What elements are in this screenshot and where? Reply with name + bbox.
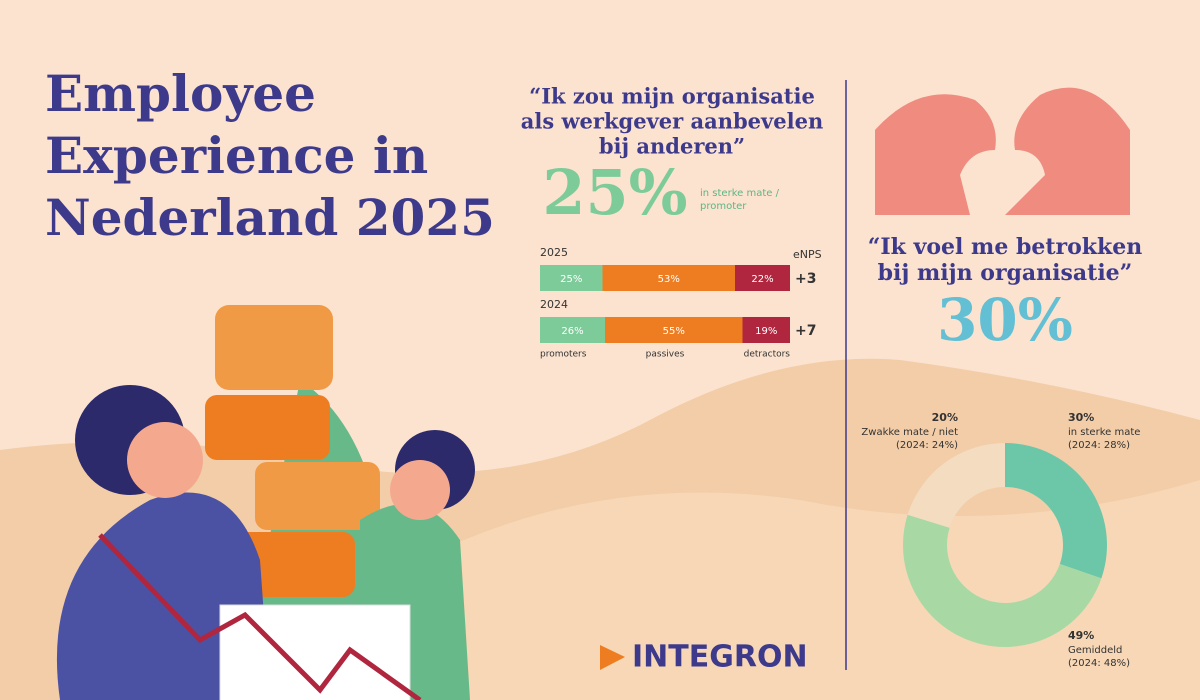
logo: INTEGRON <box>632 640 808 675</box>
bar-segment <box>540 317 605 343</box>
quote-line: “Ik voel me betrokken <box>868 234 1143 260</box>
enps-title: eNPS <box>793 248 822 261</box>
stat: 30% <box>937 286 1073 354</box>
bar-label: 22% <box>751 274 773 285</box>
enps-value: +7 <box>795 323 816 339</box>
figure-face <box>390 460 450 520</box>
bar-label: 53% <box>658 274 680 285</box>
slice-value: 49% <box>1068 629 1094 642</box>
row-label: 2025 <box>540 246 568 259</box>
quote-line: bij anderen” <box>599 134 745 159</box>
stat: 25% <box>542 156 687 229</box>
legend-label: detractors <box>744 350 791 360</box>
legend-label: promoters <box>540 350 587 360</box>
slice-note: (2024: 28%) <box>1068 440 1130 451</box>
bar-segment <box>735 265 790 291</box>
bar-segment <box>605 317 743 343</box>
bar-label: 26% <box>561 326 583 337</box>
bar-segment <box>602 265 735 291</box>
title-line: Employee <box>45 64 316 123</box>
slice-name: Zwakke mate / niet <box>861 427 958 438</box>
slice-note: (2024: 24%) <box>896 440 958 451</box>
stat-caption: promoter <box>700 201 747 212</box>
figure-face <box>127 422 203 498</box>
slice-note: (2024: 48%) <box>1068 658 1130 669</box>
logo-mark <box>600 645 625 670</box>
slice-value: 20% <box>932 411 958 424</box>
donut-slice <box>907 443 1005 528</box>
donut-slice <box>902 514 1102 648</box>
hand <box>875 94 996 215</box>
slice-name: Gemiddeld <box>1068 645 1122 656</box>
quote-line: “Ik zou mijn organisatie <box>529 84 815 109</box>
legend-label: passives <box>646 350 685 360</box>
bar-segment <box>540 265 603 291</box>
trend-line <box>98 533 422 700</box>
bar-label: 25% <box>560 274 582 285</box>
bar-label: 19% <box>755 326 777 337</box>
bar-segment <box>742 317 790 343</box>
bar-label: 55% <box>663 326 685 337</box>
stat-caption: in sterke mate / <box>700 188 780 199</box>
block <box>215 305 333 390</box>
block <box>205 395 330 460</box>
enps-value: +3 <box>795 271 816 287</box>
donut-slice <box>1005 443 1107 579</box>
slice-name: in sterke mate <box>1068 427 1140 438</box>
block <box>255 462 380 530</box>
title-line: Nederland 2025 <box>45 188 495 247</box>
quote-line: bij mijn organisatie” <box>878 260 1133 286</box>
row-label: 2024 <box>540 298 568 311</box>
slice-value: 30% <box>1068 411 1094 424</box>
title-line: Experience in <box>45 126 428 185</box>
quote-line: als werkgever aanbevelen <box>521 109 823 134</box>
hand <box>1005 87 1130 215</box>
